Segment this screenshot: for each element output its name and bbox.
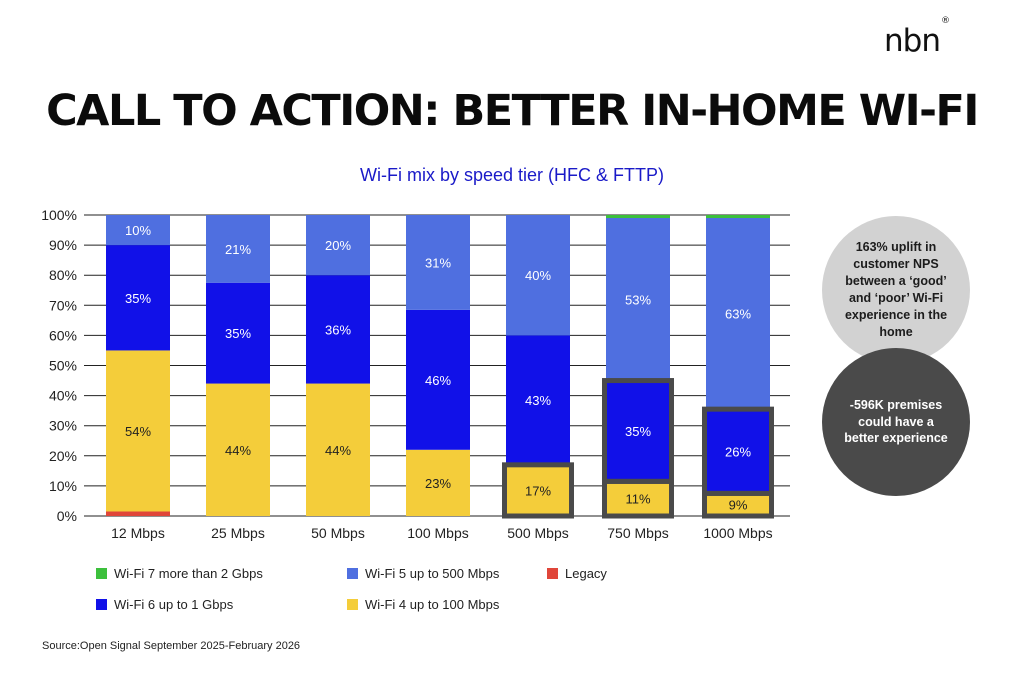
legend-swatch-wifi5 <box>347 568 358 579</box>
legend-item-wifi6: Wi-Fi 6 up to 1 Gbps <box>96 597 233 612</box>
x-tick-label: 1000 Mbps <box>703 525 772 541</box>
data-label: 9% <box>729 498 748 513</box>
data-label: 17% <box>525 483 551 498</box>
bar-segment-wi-fi-5-up-to-500-mbps <box>206 215 270 283</box>
legend-label-wifi5: Wi-Fi 5 up to 500 Mbps <box>365 566 500 581</box>
bar-segment-wi-fi-5-up-to-500-mbps <box>406 215 470 310</box>
data-label: 46% <box>425 373 451 388</box>
page-headline: CALL TO ACTION: BETTER IN-HOME WI-FI <box>46 86 979 136</box>
bar-segment-wi-fi-7-more-than-2-gbps <box>606 215 670 219</box>
data-label: 40% <box>525 268 551 283</box>
x-tick-label: 500 Mbps <box>507 525 568 541</box>
highlight-box <box>502 462 574 519</box>
bar-segment-wi-fi-5-up-to-500-mbps <box>106 215 170 246</box>
legend-label-wifi7: Wi-Fi 7 more than 2 Gbps <box>114 566 263 581</box>
data-label: 20% <box>325 238 351 253</box>
bar-segment-wi-fi-6-up-to-1-gbps <box>706 409 770 494</box>
y-tick-label: 70% <box>49 297 77 313</box>
y-tick-label: 80% <box>49 267 77 283</box>
data-label: 35% <box>225 326 251 341</box>
bar-segment-wi-fi-4-up-to-100-mbps <box>606 481 670 516</box>
x-tick-label: 50 Mbps <box>311 525 365 541</box>
legend-swatch-wifi6 <box>96 599 107 610</box>
legend-item-wifi7: Wi-Fi 7 more than 2 Gbps <box>96 566 263 581</box>
bar-segment-wi-fi-5-up-to-500-mbps <box>706 218 770 410</box>
legend-swatch-wifi7 <box>96 568 107 579</box>
data-label: 43% <box>525 393 551 408</box>
nps-uplift-callout: 163% uplift in customer NPS between a ‘g… <box>822 216 970 364</box>
bar-segment-wi-fi-5-up-to-500-mbps <box>306 215 370 276</box>
data-label: 31% <box>425 255 451 270</box>
legend-label-legacy: Legacy <box>565 566 607 581</box>
y-tick-label: 20% <box>49 448 77 464</box>
bar-segment-wi-fi-6-up-to-1-gbps <box>406 309 470 450</box>
logo-text: nbn <box>884 23 941 59</box>
premises-text: -596K premises could have a better exper… <box>844 397 948 446</box>
nps-uplift-text: 163% uplift in customer NPS between a ‘g… <box>844 240 948 339</box>
y-tick-label: 60% <box>49 327 77 343</box>
axis-labels: 0% 10% 20% 30% 40% 50% 60% 70% 80% 90% 100% 12 Mbps… <box>41 207 772 541</box>
bar-segment-wi-fi-5-up-to-500-mbps <box>606 218 670 381</box>
bar-segment-wi-fi-6-up-to-1-gbps <box>606 380 670 482</box>
x-tick-label: 12 Mbps <box>111 525 165 541</box>
data-label: 44% <box>225 443 251 458</box>
legend-label-wifi4: Wi-Fi 4 up to 100 Mbps <box>365 597 500 612</box>
x-tick-label: 100 Mbps <box>407 525 468 541</box>
y-tick-label: 30% <box>49 418 77 434</box>
x-tick-label: 750 Mbps <box>607 525 668 541</box>
nbn-logo: nbn® <box>884 16 950 59</box>
bar-segment-wi-fi-4-up-to-100-mbps <box>106 350 170 512</box>
legend-item-legacy: Legacy <box>547 566 607 581</box>
bar-segment-wi-fi-4-up-to-100-mbps <box>306 383 370 516</box>
highlight-boxes <box>502 378 774 519</box>
y-tick-label: 10% <box>49 478 77 494</box>
data-label: 11% <box>625 492 650 507</box>
data-label: 35% <box>625 424 651 439</box>
data-label: 10% <box>125 223 151 238</box>
premises-callout: -596K premises could have a better exper… <box>822 348 970 496</box>
chart-title: Wi-Fi mix by speed tier (HFC & FTTP) <box>359 165 664 185</box>
y-tick-label: 50% <box>49 358 77 374</box>
legend-item-wifi4: Wi-Fi 4 up to 100 Mbps <box>347 597 499 612</box>
data-label: 35% <box>125 291 151 306</box>
legend-item-wifi5: Wi-Fi 5 up to 500 Mbps <box>347 566 499 581</box>
data-label: 36% <box>325 322 351 337</box>
legend-label-wifi6: Wi-Fi 6 up to 1 Gbps <box>114 597 234 612</box>
legend-swatch-wifi4 <box>347 599 358 610</box>
bar-segment-wi-fi-4-up-to-100-mbps <box>506 464 570 516</box>
data-labels: 54% 35% 10% 44% 35% 21% 44% 36% 20% 23% 46% 31% 17% 4… <box>125 223 751 513</box>
bar-segment-wi-fi-4-up-to-100-mbps <box>406 449 470 516</box>
data-label: 54% <box>125 424 151 439</box>
bar-segment-legacy <box>106 511 170 516</box>
data-label: 44% <box>325 443 351 458</box>
data-label: 21% <box>225 242 251 257</box>
x-tick-label: 25 Mbps <box>211 525 265 541</box>
bar-segment-wi-fi-6-up-to-1-gbps <box>206 282 270 384</box>
bar-segment-wi-fi-5-up-to-500-mbps <box>506 215 570 336</box>
bar-segment-wi-fi-6-up-to-1-gbps <box>306 275 370 384</box>
y-tick-label: 40% <box>49 388 77 404</box>
highlight-box <box>702 406 774 496</box>
data-label: 26% <box>725 444 751 459</box>
source-note: Source:Open Signal September 2025-Februa… <box>42 640 301 652</box>
bar-segment-wi-fi-6-up-to-1-gbps <box>106 245 170 351</box>
bar-segment-wi-fi-4-up-to-100-mbps <box>706 493 770 516</box>
data-label: 63% <box>725 307 751 322</box>
stacked-bar-chart: 54% 35% 10% 44% 35% 21% 44% 36% 20% 23% 46% 31% 17% 4… <box>41 207 790 541</box>
highlight-box <box>602 378 674 484</box>
bar-segment-wi-fi-4-up-to-100-mbps <box>206 383 270 516</box>
y-tick-label: 0% <box>57 508 77 524</box>
bar-segment-wi-fi-6-up-to-1-gbps <box>506 335 570 465</box>
legend-swatch-legacy <box>547 568 558 579</box>
registered-mark: ® <box>940 15 950 26</box>
bar-segment-wi-fi-7-more-than-2-gbps <box>706 215 770 219</box>
y-tick-label: 90% <box>49 237 77 253</box>
bars <box>106 215 770 516</box>
data-label: 53% <box>625 292 651 307</box>
data-label: 23% <box>425 476 451 491</box>
y-tick-label: 100% <box>41 207 77 223</box>
